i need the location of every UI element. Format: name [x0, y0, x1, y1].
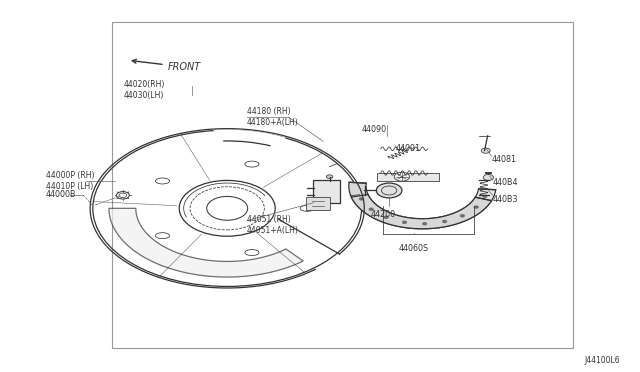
Text: 44200: 44200 [370, 210, 396, 219]
FancyBboxPatch shape [306, 197, 330, 210]
Text: 440B4: 440B4 [493, 178, 518, 187]
Text: FRONT: FRONT [132, 59, 201, 72]
Circle shape [483, 174, 493, 180]
Text: 44000B: 44000B [46, 190, 77, 199]
Circle shape [460, 215, 464, 217]
Circle shape [394, 172, 410, 181]
Circle shape [360, 198, 364, 200]
Polygon shape [109, 208, 303, 277]
Circle shape [369, 208, 373, 210]
Circle shape [376, 183, 402, 198]
Text: 44020(RH)
44030(LH): 44020(RH) 44030(LH) [124, 80, 164, 100]
Text: 44091: 44091 [396, 144, 420, 153]
Text: 44051 (RH)
44051+A(LH): 44051 (RH) 44051+A(LH) [247, 215, 299, 235]
Text: 44090: 44090 [361, 125, 387, 134]
Bar [112, 22, 573, 348]
Circle shape [483, 195, 487, 198]
Circle shape [403, 221, 406, 224]
Text: 44081: 44081 [492, 155, 516, 164]
Circle shape [384, 216, 388, 218]
Circle shape [443, 220, 447, 222]
Text: 44060S: 44060S [399, 244, 429, 253]
Polygon shape [349, 182, 492, 229]
Text: J44100L6: J44100L6 [584, 356, 620, 365]
Text: 44180 (RH)
44180+A(LH): 44180 (RH) 44180+A(LH) [247, 107, 299, 127]
Text: 440B3: 440B3 [493, 195, 518, 204]
Circle shape [481, 148, 490, 153]
FancyBboxPatch shape [313, 180, 340, 203]
Circle shape [423, 222, 427, 225]
Circle shape [326, 175, 333, 179]
FancyBboxPatch shape [377, 173, 439, 181]
Text: 44000P (RH)
44010P (LH): 44000P (RH) 44010P (LH) [46, 171, 95, 191]
Polygon shape [351, 189, 496, 229]
Circle shape [474, 206, 478, 208]
